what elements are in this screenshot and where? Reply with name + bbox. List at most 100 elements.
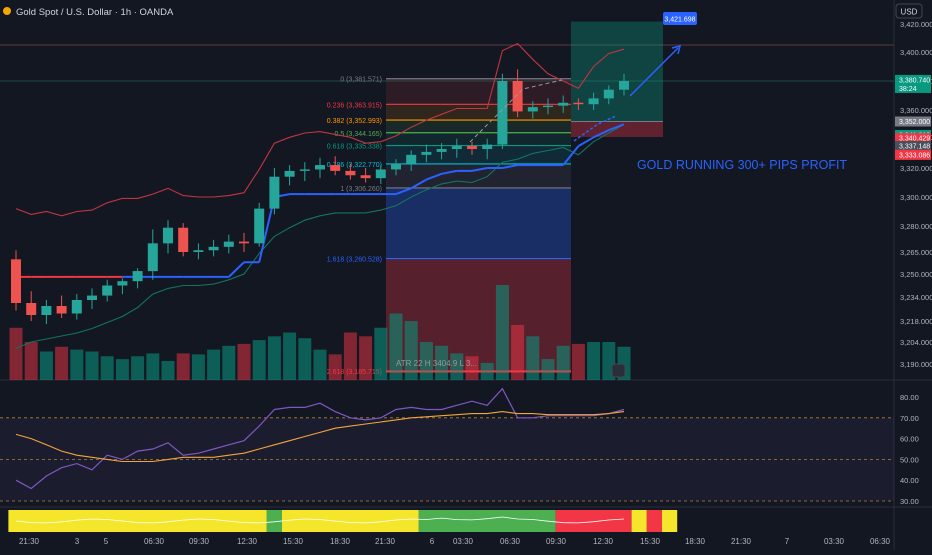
price-candles[interactable]: [11, 69, 629, 324]
candle-body: [315, 165, 325, 170]
volume-bar: [480, 362, 494, 380]
time-tick-label: 21:30: [375, 537, 396, 546]
volume-bar: [9, 327, 23, 380]
price-tick-label: 3,400.000: [900, 48, 932, 57]
long-position-tool[interactable]: [571, 21, 663, 137]
candle-body: [451, 146, 462, 149]
candle-body: [588, 98, 599, 105]
rsi-pane[interactable]: [0, 387, 894, 502]
price-badge-countdown: 38:24: [899, 86, 917, 93]
volume-bar: [313, 349, 327, 380]
time-tick-label: 12:30: [593, 537, 614, 546]
time-axis[interactable]: 21:30 3 5 06:30 09:30 12:30 15:30 18:30 21:30 6 03…: [19, 537, 891, 546]
candle-body: [71, 300, 82, 314]
candle-body: [543, 105, 553, 108]
candle-body: [117, 281, 128, 286]
candle-body: [406, 154, 417, 164]
price-tick-label: 3,234.000: [900, 293, 932, 302]
candle-body: [558, 102, 569, 106]
volume-bar: [556, 345, 570, 380]
supertrend-segment: [441, 169, 457, 175]
time-tick-label: 06:30: [870, 537, 891, 546]
rsi-tick-label: 60.00: [900, 435, 919, 444]
volume-bar: [374, 327, 388, 380]
candle-body: [467, 146, 477, 149]
candle-body: [132, 271, 143, 282]
fib-zone: [386, 132, 571, 146]
chart-header: Gold Spot / U.S. Dollar · 1h · OANDA: [3, 7, 174, 18]
supertrend-line: [16, 123, 625, 278]
price-badge: [895, 140, 931, 151]
time-tick-label: 12:30: [237, 537, 258, 546]
fib-zone: [386, 163, 571, 188]
currency-label: USD: [901, 8, 918, 17]
price-badge-label: 3,380.740: [899, 77, 930, 84]
price-badge-label: 3,352.000: [899, 119, 930, 126]
candle-body: [619, 81, 629, 90]
volume-bar: [571, 343, 585, 380]
candle-body: [436, 148, 447, 152]
volume-bar: [207, 349, 221, 380]
price-tick-label: 3,218.000: [900, 317, 932, 326]
fib-level-label: 0.5 (3,344.165): [335, 131, 382, 138]
time-tick-label: 06:30: [144, 537, 165, 546]
volume-bar: [131, 356, 145, 380]
momentum-pane[interactable]: [8, 510, 678, 532]
time-tick-label: 03:30: [453, 537, 474, 546]
candle-body: [603, 89, 614, 99]
supertrend-segment: [410, 178, 427, 190]
price-axis[interactable]: 3,420.0003,400.0003,380.0003,360.0003,34…: [663, 12, 932, 506]
rsi-tick-label: 40.00: [900, 476, 919, 485]
time-tick-label: 6: [430, 537, 435, 546]
price-tick-label: 3,280.000: [900, 222, 932, 231]
time-tick-label: 7: [785, 537, 790, 546]
supertrend-segment: [395, 187, 412, 196]
time-tick-label: 09:30: [546, 537, 567, 546]
target-price-badge: [663, 12, 697, 25]
symbol-title[interactable]: Gold Spot / U.S. Dollar · 1h · OANDA: [16, 7, 174, 18]
volume-bar: [146, 353, 160, 380]
volume-bar: [587, 342, 601, 380]
price-badge: [895, 74, 931, 93]
profit-annotation: GOLD RUNNING 300+ PIPS PROFIT: [637, 158, 847, 172]
time-tick-label: 15:30: [640, 537, 661, 546]
volume-bar: [511, 324, 525, 380]
candle-body: [163, 227, 173, 244]
currency-button[interactable]: USD: [895, 3, 923, 19]
price-badge-label: 3,337.148: [899, 143, 930, 150]
candle-body: [56, 306, 67, 314]
candle-body: [345, 170, 356, 176]
candle-body: [178, 227, 189, 252]
time-tick-label: 03:30: [824, 537, 845, 546]
currency-button-frame[interactable]: [895, 3, 923, 19]
fib-level-label: 1.618 (3,260.528): [327, 257, 382, 264]
rsi-tick-label: 30.00: [900, 497, 919, 506]
momentum-segment: [8, 510, 267, 532]
fib-zone: [386, 104, 571, 121]
price-badge-label: 3,333.086: [899, 152, 930, 159]
candle-body: [482, 144, 493, 149]
candle-body: [239, 241, 249, 244]
rsi-tick-label: 50.00: [900, 455, 919, 464]
price-badge: [895, 116, 931, 127]
volume-bar: [298, 338, 312, 380]
fib-level-label: 1 (3,306.260): [340, 186, 382, 193]
fib-level-label: 0.236 (3,363.915): [327, 102, 382, 109]
rsi-line: [15, 387, 625, 490]
volume-bar: [161, 361, 175, 380]
volume-bar: [24, 342, 38, 380]
gold-symbol-icon: [3, 7, 11, 15]
candle-body: [330, 165, 341, 171]
fib-zone: [386, 78, 571, 105]
fib-level-label: 0 (3,381.571): [340, 77, 382, 84]
volume-bar: [267, 336, 281, 380]
supertrend-segment: [228, 261, 245, 278]
candle-body: [41, 306, 52, 315]
price-tick-label: 3,300.000: [900, 193, 932, 202]
volume-bar: [526, 336, 540, 380]
user-drawings[interactable]: ATR 22 H 3404.9 L 3...: [386, 44, 682, 378]
target-price-badge-label: 3,421.698: [664, 17, 695, 24]
volume-bar: [55, 346, 69, 380]
